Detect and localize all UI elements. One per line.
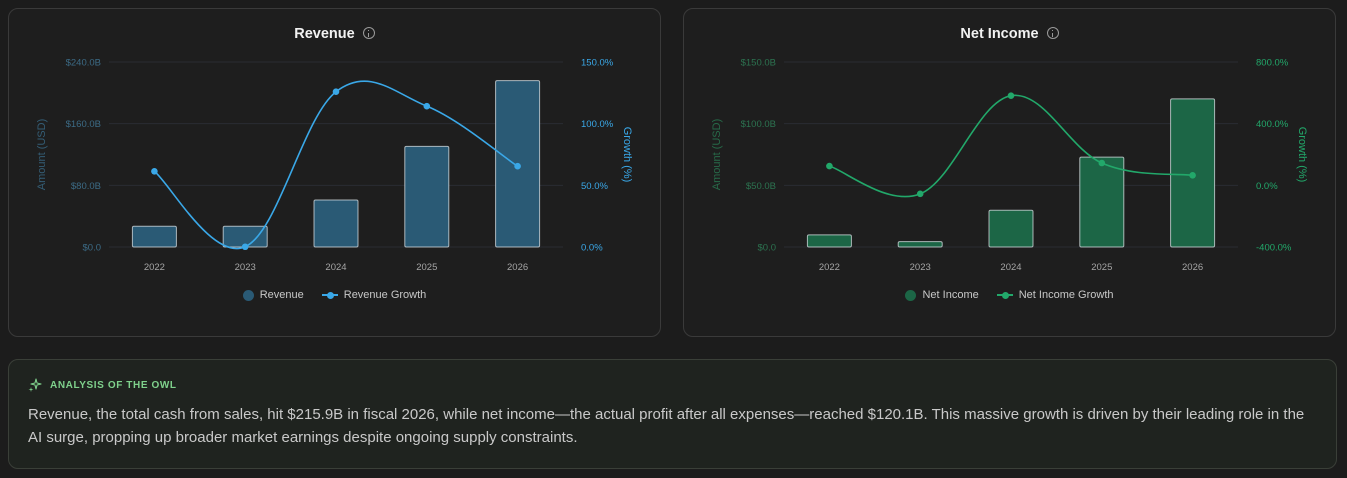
- revenue-growth-point: [332, 88, 340, 96]
- analysis-panel: ANALYSIS OF THE OWL Revenue, the total c…: [8, 359, 1337, 469]
- legend-item-net-income[interactable]: Net Income: [905, 289, 979, 301]
- legend-item-revenue[interactable]: Revenue: [242, 289, 304, 301]
- net-income-title-text: Net Income: [960, 26, 1039, 42]
- net-income-chart-card: Net Income $0.0 -400.0% $50.0B 0.0% $100.0B 4…: [683, 8, 1336, 337]
- net-income-x-tick-label: 2026: [1182, 262, 1203, 273]
- net-income-growth-point: [1007, 92, 1015, 100]
- net-income-growth-point: [916, 190, 924, 198]
- legend-label-revenue: Revenue: [259, 289, 304, 301]
- legend-item-net-income-growth[interactable]: Net Income Growth: [996, 289, 1114, 301]
- revenue-bar: [404, 145, 450, 248]
- net-income-chart-title: Net Income: [684, 26, 1335, 42]
- revenue-y2-tick-label: 0.0%: [581, 243, 603, 254]
- sparkle-icon: [28, 378, 42, 392]
- revenue-growth-line: [153, 80, 519, 250]
- net-income-growth-swatch: [996, 291, 1013, 299]
- analysis-heading-text: ANALYSIS OF THE OWL: [50, 379, 177, 391]
- revenue-growth-swatch: [321, 291, 338, 299]
- info-icon[interactable]: [362, 27, 375, 39]
- net-income-bar: [897, 241, 943, 248]
- revenue-chart-card: Revenue $0.0 0.0% $80.0B 50.0% $160.0B 100.0%…: [8, 8, 661, 337]
- revenue-chart-title: Revenue: [9, 26, 660, 42]
- revenue-y2-axis-title: Growth (%): [621, 127, 633, 183]
- revenue-growth-point: [514, 162, 521, 170]
- analysis-text: Revenue, the total cash from sales, hit …: [28, 406, 1305, 446]
- legend-label-net-income-growth: Net Income Growth: [1018, 289, 1114, 301]
- net-income-growth-point: [826, 162, 833, 170]
- net-income-growth-line: [829, 94, 1193, 198]
- net-income-y-tick-label: $100.0B: [741, 119, 776, 130]
- revenue-y2-tick-label: 150.0%: [581, 58, 614, 69]
- revenue-y-tick-label: $160.0B: [66, 119, 101, 130]
- net-income-y-tick-label: $150.0B: [741, 58, 776, 69]
- analysis-heading: ANALYSIS OF THE OWL: [28, 378, 177, 392]
- net-income-legend: Net Income Net Income Growth: [684, 289, 1335, 301]
- revenue-y-tick-label: $240.0B: [66, 58, 101, 69]
- net-income-x-tick-label: 2023: [910, 262, 931, 273]
- net-income-y2-tick-label: -400.0%: [1256, 243, 1292, 254]
- legend-item-revenue-growth[interactable]: Revenue Growth: [321, 289, 427, 301]
- net-income-y-axis-title: Amount (USD): [711, 119, 723, 191]
- net-income-bar: [1079, 156, 1125, 248]
- legend-label-revenue-growth: Revenue Growth: [343, 289, 427, 301]
- net-income-x-tick-label: 2025: [1091, 262, 1112, 273]
- net-income-swatch: [905, 289, 917, 301]
- revenue-x-tick-label: 2023: [235, 262, 256, 273]
- net-income-y2-tick-label: 800.0%: [1256, 58, 1289, 69]
- revenue-x-tick-label: 2022: [144, 262, 165, 273]
- net-income-y2-axis-title: Growth (%): [1296, 127, 1308, 183]
- legend-label-net-income: Net Income: [922, 289, 979, 301]
- revenue-x-tick-label: 2026: [507, 262, 528, 273]
- net-income-y2-tick-label: 0.0%: [1256, 181, 1278, 192]
- net-income-bar: [806, 234, 852, 248]
- revenue-legend: Revenue Revenue Growth: [9, 289, 660, 301]
- revenue-y-tick-label: $80.0B: [71, 181, 101, 192]
- info-icon[interactable]: [1046, 27, 1059, 39]
- net-income-bar: [988, 209, 1034, 248]
- revenue-x-tick-label: 2025: [416, 262, 437, 273]
- net-income-y-tick-label: $0.0: [758, 243, 777, 254]
- revenue-growth-point: [423, 102, 431, 110]
- revenue-y-tick-label: $0.0: [83, 243, 102, 254]
- net-income-x-tick-label: 2024: [1000, 262, 1021, 273]
- revenue-y-axis-title: Amount (USD): [36, 119, 48, 191]
- revenue-chart: $0.0 0.0% $80.0B 50.0% $160.0B 100.0% $240.0B 1…: [36, 58, 633, 274]
- net-income-y2-tick-label: 400.0%: [1256, 119, 1289, 130]
- net-income-growth-point: [1098, 159, 1106, 167]
- net-income-y-tick-label: $50.0B: [746, 181, 776, 192]
- revenue-bar: [131, 225, 177, 248]
- revenue-y2-tick-label: 100.0%: [581, 119, 614, 130]
- revenue-growth-point: [151, 167, 158, 175]
- revenue-bar: [313, 199, 359, 248]
- revenue-title-text: Revenue: [294, 26, 355, 42]
- revenue-y2-tick-label: 50.0%: [581, 181, 608, 192]
- revenue-swatch: [242, 289, 254, 301]
- net-income-chart: $0.0 -400.0% $50.0B 0.0% $100.0B 400.0% $150.0…: [711, 58, 1308, 274]
- net-income-x-tick-label: 2022: [819, 262, 840, 273]
- revenue-x-tick-label: 2024: [325, 262, 346, 273]
- net-income-growth-point: [1189, 172, 1196, 179]
- revenue-growth-point: [241, 243, 249, 251]
